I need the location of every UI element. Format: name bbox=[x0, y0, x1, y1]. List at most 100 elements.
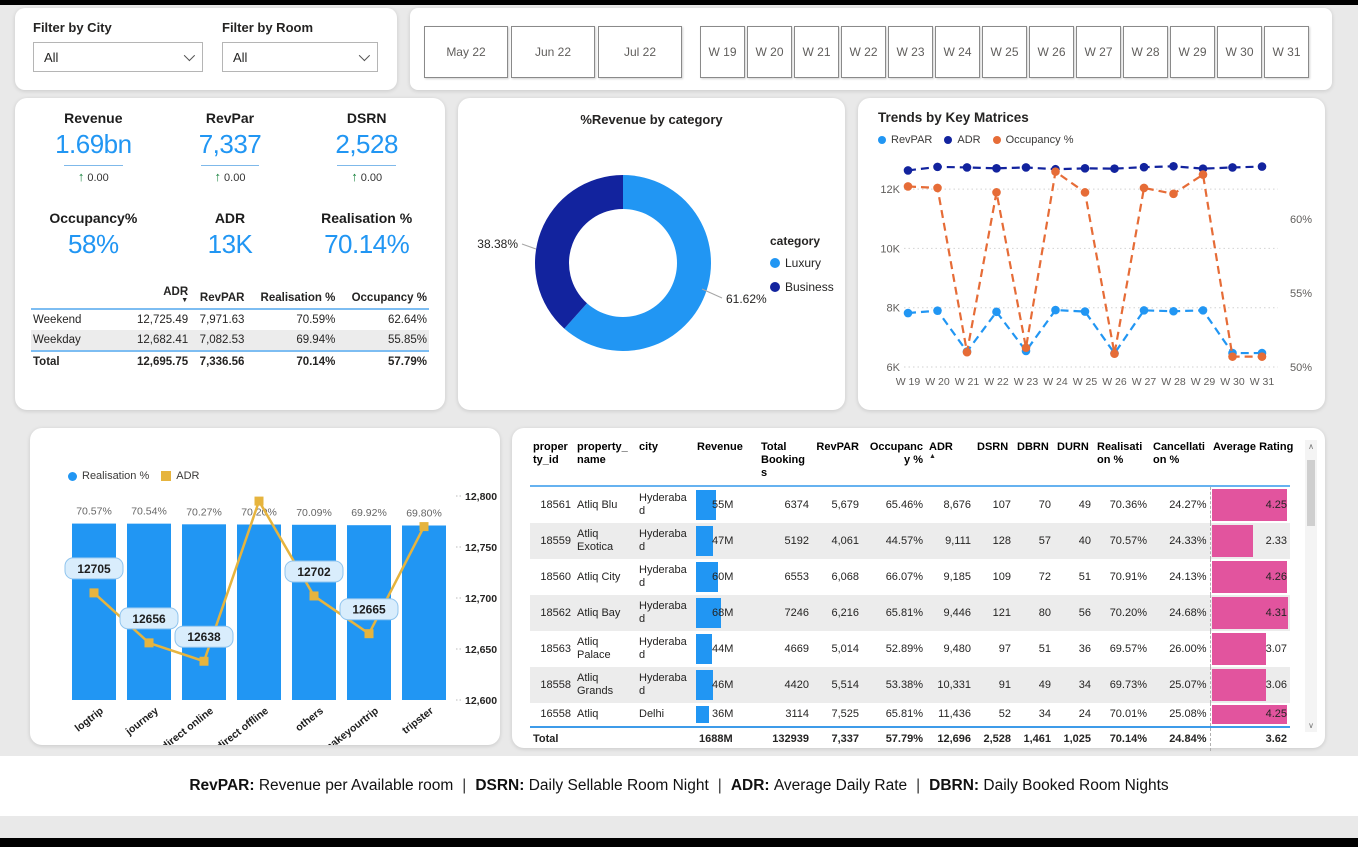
scrollbar-up-icon[interactable]: ∧ bbox=[1308, 442, 1314, 451]
cell: 7,971.63 bbox=[199, 314, 245, 326]
cell: 7246 bbox=[784, 606, 809, 619]
column-header[interactable] bbox=[31, 284, 127, 309]
month-button[interactable]: Jul 22 bbox=[598, 26, 682, 78]
table-row[interactable]: 18559 Atliq Exotica Hyderabad 47M 5192 4,061 4… bbox=[530, 523, 1290, 559]
week-button[interactable]: W 23 bbox=[888, 26, 933, 78]
legend-label: ADR bbox=[957, 134, 981, 146]
bar-logtrip[interactable] bbox=[72, 523, 116, 700]
cell: 69.73% bbox=[1109, 678, 1147, 691]
table-row[interactable]: 18562 Atliq Bay Hyderabad 68M 7246 6,216 65.81… bbox=[530, 595, 1290, 631]
cell: 57 bbox=[1038, 534, 1051, 547]
kpi-tile: Occupancy% 58% bbox=[25, 210, 162, 260]
column-header[interactable]: Occupancy % bbox=[351, 292, 427, 304]
column-header[interactable]: RevPAR bbox=[816, 441, 859, 453]
week-button[interactable]: W 25 bbox=[982, 26, 1027, 78]
cell: 12,696 bbox=[937, 733, 971, 745]
svg-text:61.62%: 61.62% bbox=[726, 292, 767, 306]
column-header[interactable]: property_id bbox=[533, 441, 568, 466]
column-header[interactable]: Revenue bbox=[697, 441, 743, 453]
column-header[interactable]: city bbox=[639, 441, 658, 453]
column-header[interactable]: ADR ▲ bbox=[926, 438, 974, 486]
column-header[interactable]: ADR ▼ bbox=[127, 284, 191, 309]
cell-value: 2.33 bbox=[1265, 534, 1287, 547]
month-button[interactable]: May 22 bbox=[424, 26, 508, 78]
sort-icon: ▼ bbox=[181, 297, 189, 304]
week-button[interactable]: W 29 bbox=[1170, 26, 1215, 78]
column-header[interactable]: DSRN bbox=[977, 441, 1009, 453]
week-button[interactable]: W 28 bbox=[1123, 26, 1168, 78]
property-table: property_id property_name city Revenue Total… bbox=[530, 438, 1294, 751]
scrollbar-thumb[interactable] bbox=[1307, 460, 1315, 526]
table-row[interactable]: 18563 Atliq Palace Hyderabad 44M 4669 5,014 52… bbox=[530, 631, 1290, 667]
week-button[interactable]: W 31 bbox=[1264, 26, 1309, 78]
cell: 70.01% bbox=[1109, 708, 1147, 720]
table-row[interactable]: 16558 Atliq Delhi 36M 3114 7,525 65.81% 11,436 5… bbox=[530, 703, 1290, 727]
week-button[interactable]: W 19 bbox=[700, 26, 745, 78]
filter-card: Filter by City All Filter by Room All bbox=[15, 8, 397, 90]
data-point bbox=[1110, 349, 1119, 358]
week-button[interactable]: W 20 bbox=[747, 26, 792, 78]
table-row[interactable]: 18561 Atliq Blu Hyderabad 55M 6374 5,679 65.46… bbox=[530, 486, 1290, 523]
table-row[interactable]: 18558 Atliq Grands Hyderabad 46M 4420 5,514 53… bbox=[530, 667, 1290, 703]
cell: 49 bbox=[1078, 498, 1091, 511]
svg-text:69.92%: 69.92% bbox=[351, 507, 387, 519]
column-header[interactable]: Realisation % bbox=[1097, 441, 1143, 466]
cell: 4669 bbox=[784, 642, 809, 655]
city-dropdown[interactable]: All bbox=[33, 42, 203, 72]
property-table-card: property_id property_name city Revenue Total… bbox=[512, 428, 1325, 751]
donut-slice-luxury[interactable] bbox=[564, 175, 711, 351]
column-header[interactable]: Occupancy % bbox=[869, 441, 923, 466]
legend-item: Luxury bbox=[770, 256, 834, 270]
cell bbox=[636, 727, 694, 751]
column-header[interactable]: Cancellation % bbox=[1153, 441, 1205, 466]
column-header[interactable]: Realisation % bbox=[260, 292, 336, 304]
cell: 18563 bbox=[540, 642, 571, 655]
metric-definition: Average Daily Rate bbox=[769, 777, 908, 794]
column-header[interactable]: property_name bbox=[577, 441, 628, 466]
bar-tripster[interactable] bbox=[402, 525, 446, 701]
svg-text:69.80%: 69.80% bbox=[406, 508, 442, 520]
cell: Atliq Exotica bbox=[577, 528, 614, 553]
scrollbar-down-icon[interactable]: ∨ bbox=[1308, 721, 1314, 730]
up-arrow-icon: ↑ bbox=[77, 169, 85, 184]
svg-text:W 26: W 26 bbox=[1102, 376, 1127, 388]
cell: 69.94% bbox=[296, 334, 336, 346]
week-button[interactable]: W 27 bbox=[1076, 26, 1121, 78]
bar-direct-online[interactable] bbox=[182, 524, 226, 700]
cell: 53.38% bbox=[885, 678, 923, 691]
bar-others[interactable] bbox=[292, 524, 336, 700]
cell: 51 bbox=[1078, 570, 1091, 583]
week-button[interactable]: W 26 bbox=[1029, 26, 1074, 78]
column-header[interactable]: DURN bbox=[1057, 441, 1089, 453]
kpi-tile: RevPar 7,337 ↑ 0.00 bbox=[162, 110, 299, 186]
kpi-delta: ↑ 0.00 bbox=[63, 165, 123, 184]
table-row[interactable]: 18560 Atliq City Hyderabad 60M 6553 6,068 66.0… bbox=[530, 559, 1290, 595]
bar-direct-offline[interactable] bbox=[237, 524, 281, 701]
week-button[interactable]: W 22 bbox=[841, 26, 886, 78]
donut-slice-business[interactable] bbox=[535, 175, 623, 329]
column-header[interactable]: RevPAR bbox=[199, 292, 245, 304]
cell bbox=[574, 727, 636, 751]
cell: 9,480 bbox=[943, 642, 971, 655]
rating-cell: 4.25 bbox=[1209, 486, 1290, 523]
room-dropdown[interactable]: All bbox=[222, 42, 378, 72]
column-header[interactable]: DBRN bbox=[1017, 441, 1049, 453]
cell: 36 bbox=[1078, 642, 1091, 655]
data-point bbox=[1051, 167, 1060, 176]
week-button[interactable]: W 21 bbox=[794, 26, 839, 78]
week-button[interactable]: W 30 bbox=[1217, 26, 1262, 78]
month-button[interactable]: Jun 22 bbox=[511, 26, 595, 78]
svg-text:12705: 12705 bbox=[77, 562, 111, 576]
separator: | bbox=[717, 777, 722, 794]
data-point bbox=[1051, 305, 1060, 315]
rating-cell: 4.31 bbox=[1209, 595, 1290, 631]
cell: 40 bbox=[1078, 534, 1091, 547]
data-point bbox=[992, 188, 1001, 197]
column-header[interactable]: Average Rating bbox=[1213, 441, 1294, 453]
cell: 70.14% bbox=[1109, 733, 1147, 745]
data-point bbox=[903, 166, 913, 175]
cell-value: 3.62 bbox=[1265, 733, 1287, 745]
column-header[interactable]: Total Bookings bbox=[761, 441, 805, 479]
week-button[interactable]: W 24 bbox=[935, 26, 980, 78]
table-scrollbar[interactable]: ∧ ∨ bbox=[1305, 440, 1317, 732]
